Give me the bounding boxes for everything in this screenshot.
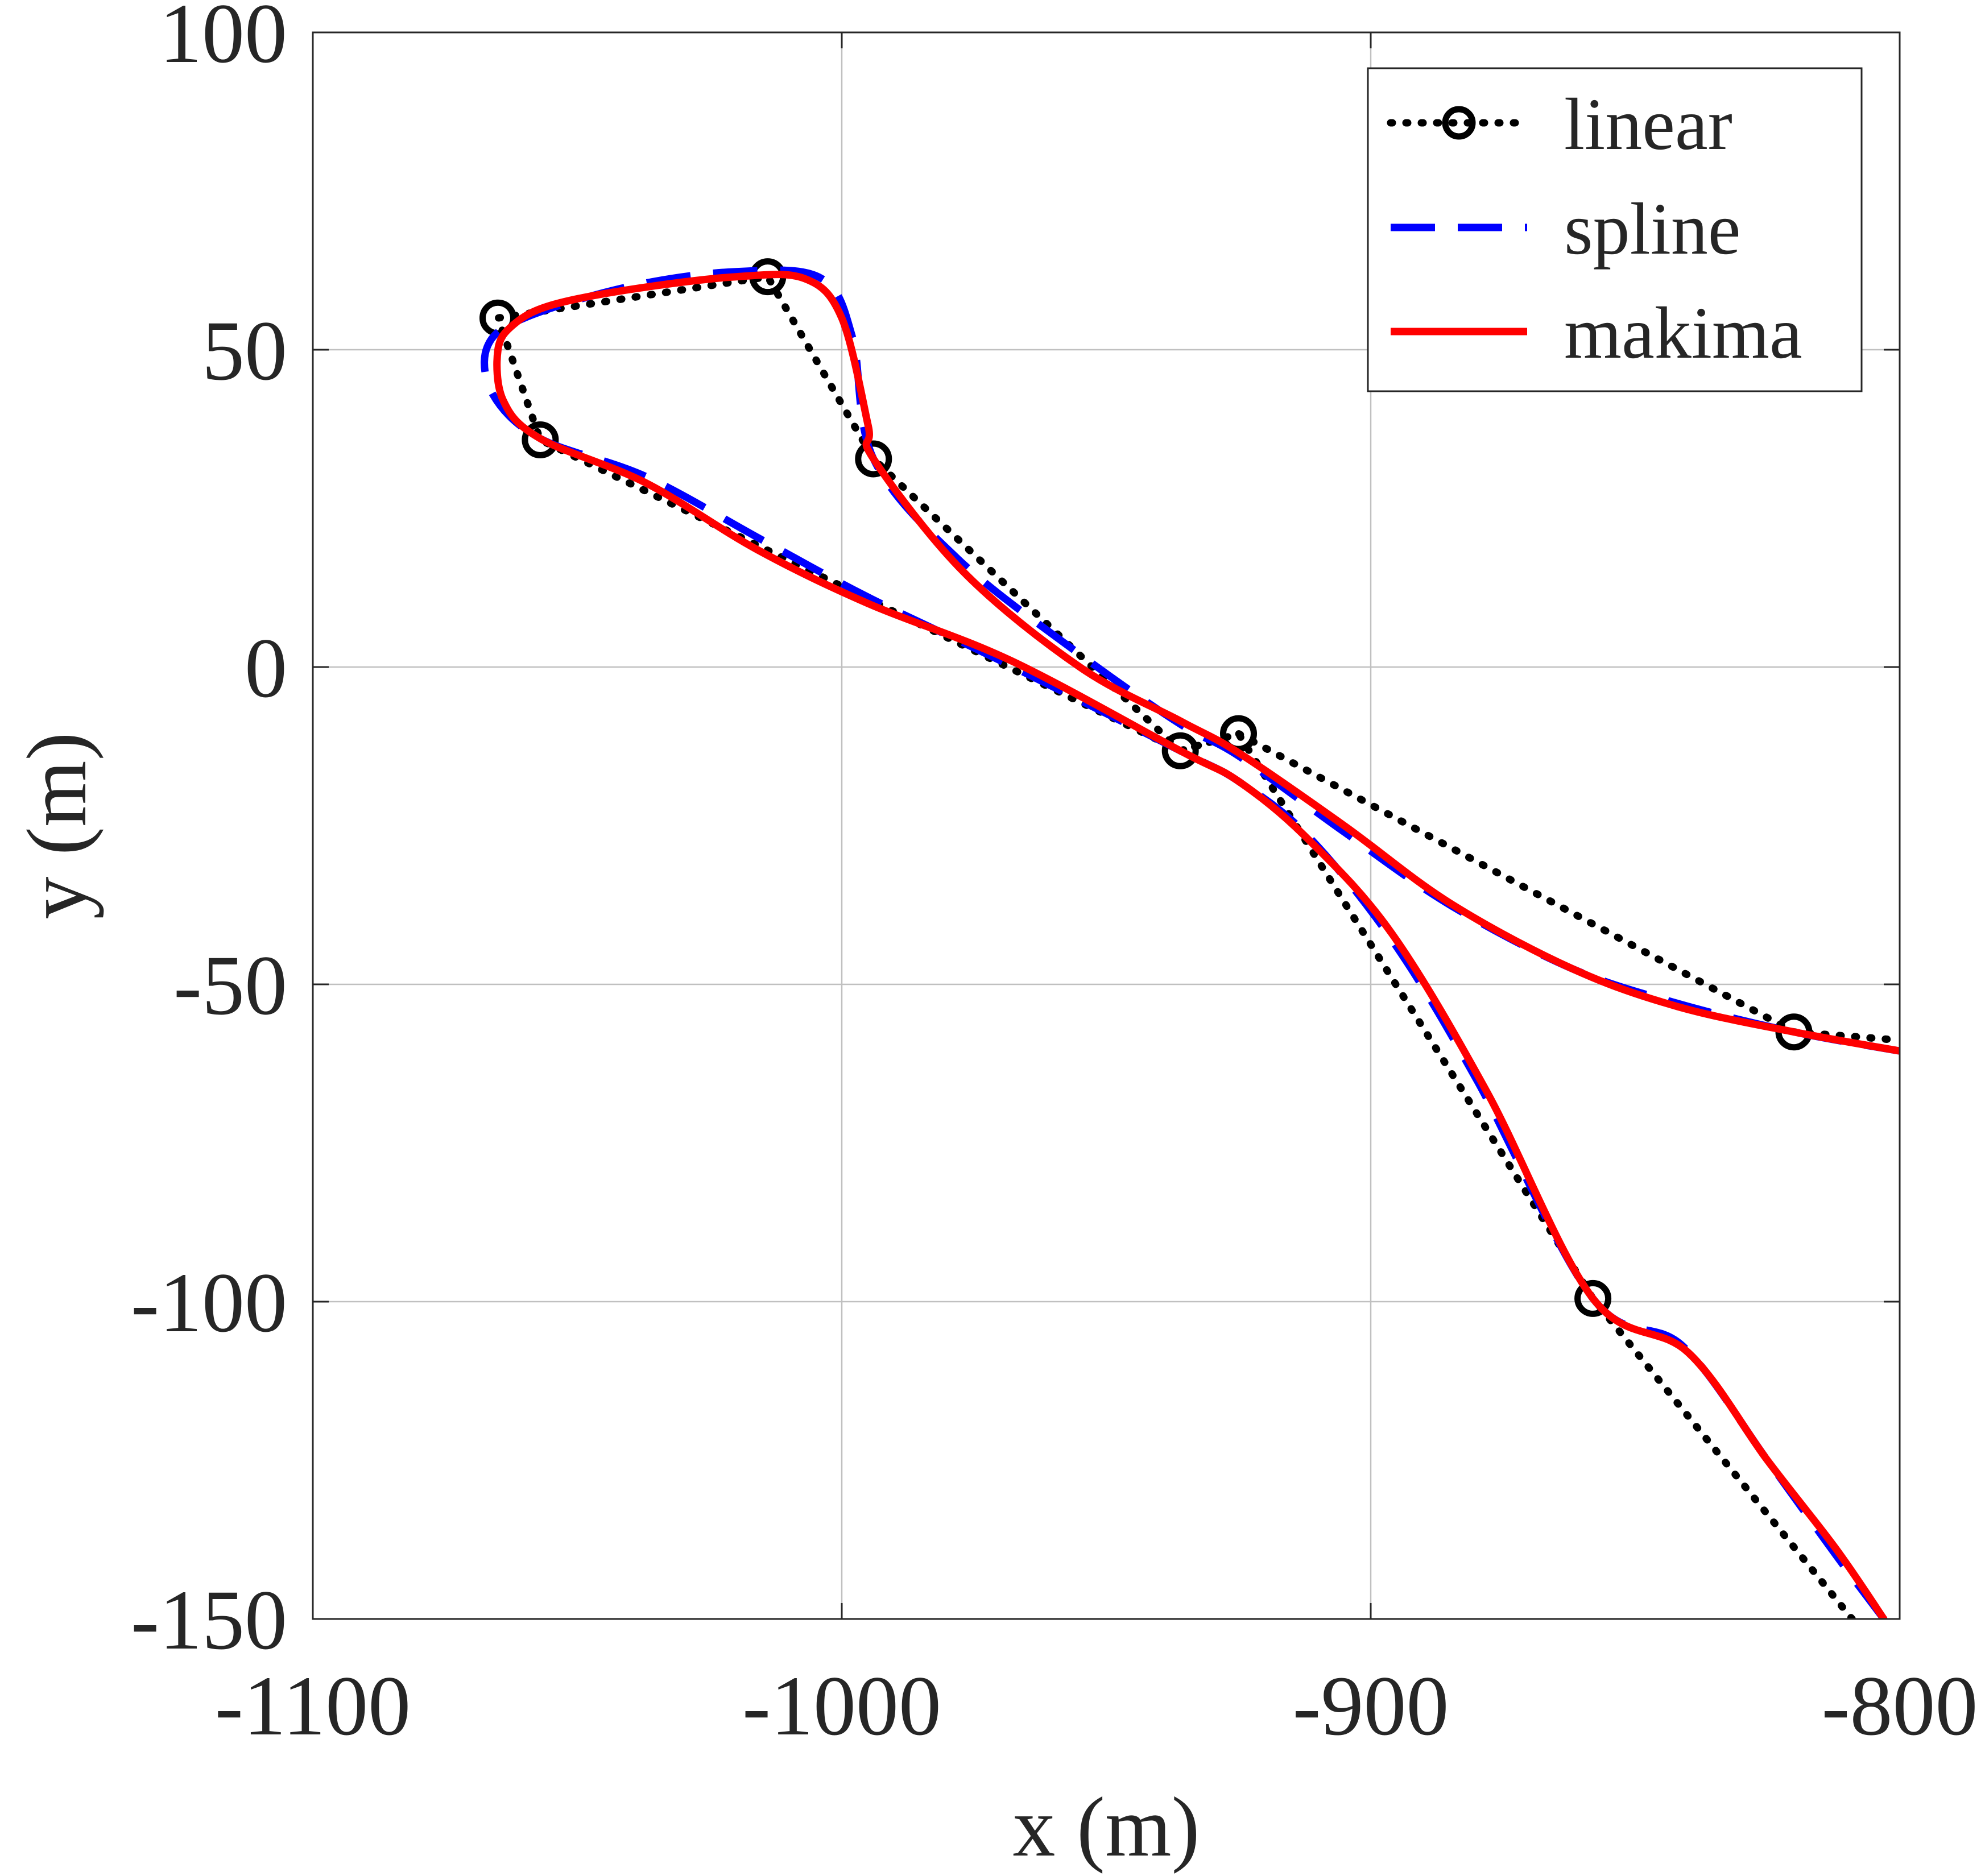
y-tick-label: 0	[245, 621, 287, 715]
y-tick-label: 100	[159, 0, 287, 81]
legend-label-makima: makima	[1564, 292, 1802, 374]
legend: linear spline makima	[1367, 67, 1863, 392]
plot-series	[479, 258, 1900, 1619]
y-axis-label: y (m)	[10, 732, 104, 919]
x-axis-label: x (m)	[1012, 1780, 1200, 1874]
data-point-linear	[522, 421, 559, 458]
legend-marker-circle	[1442, 106, 1476, 140]
x-tick-label: -800	[1822, 1659, 1978, 1753]
axis-ticks: -1100 -1000 -900 -800 -150 -100 -50 0 50 100	[131, 0, 1978, 1753]
legend-label-spline: spline	[1564, 188, 1741, 270]
data-point-linear	[855, 440, 892, 478]
y-tick-label: -100	[131, 1256, 287, 1350]
y-tick-label: 50	[202, 304, 287, 398]
x-tick-label: -900	[1293, 1659, 1449, 1753]
y-tick-label: -50	[173, 938, 287, 1033]
x-tick-label: -1100	[215, 1659, 411, 1753]
plot-frame	[312, 31, 1901, 1620]
series-line-makima	[493, 271, 1900, 1619]
data-point-linear	[1574, 1279, 1612, 1317]
x-tick-label: -1000	[742, 1659, 941, 1753]
axes	[312, 31, 1901, 1620]
y-tick-label: -150	[131, 1573, 287, 1667]
data-point-linear	[1161, 732, 1199, 769]
legend-label-linear: linear	[1564, 84, 1732, 165]
